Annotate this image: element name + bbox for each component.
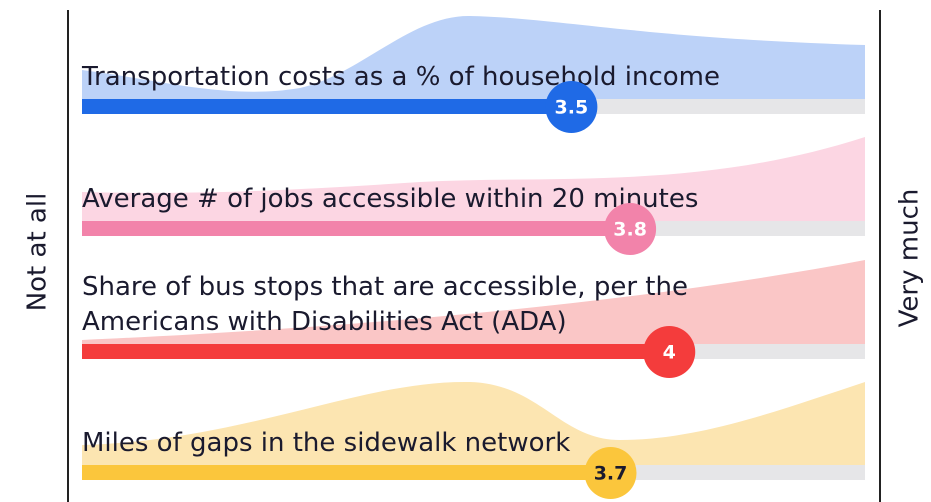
value-label: 3.7 [594,463,628,485]
value-marker [604,203,657,255]
category-label: Transportation costs as a % of household… [81,62,720,92]
value-marker [643,326,696,378]
category-label: Average # of jobs accessible within 20 m… [82,184,698,214]
distribution-shape [82,15,865,99]
value-label: 3.5 [555,97,589,119]
distribution-shape [82,381,865,465]
x-max-label: Very much [895,189,925,328]
bar [82,465,611,480]
value-marker [584,447,637,499]
bar [82,99,572,114]
bar [82,221,631,236]
value-label: 3.8 [613,219,647,241]
category-label: Share of bus stops that are accessible, … [82,272,688,337]
bar [82,344,670,359]
distribution-shape [82,137,865,221]
distribution-shape [82,260,865,344]
value-marker [545,81,598,133]
value-label: 4 [663,342,676,364]
x-min-label: Not at all [23,193,53,312]
category-label: Miles of gaps in the sidewalk network [82,428,570,458]
